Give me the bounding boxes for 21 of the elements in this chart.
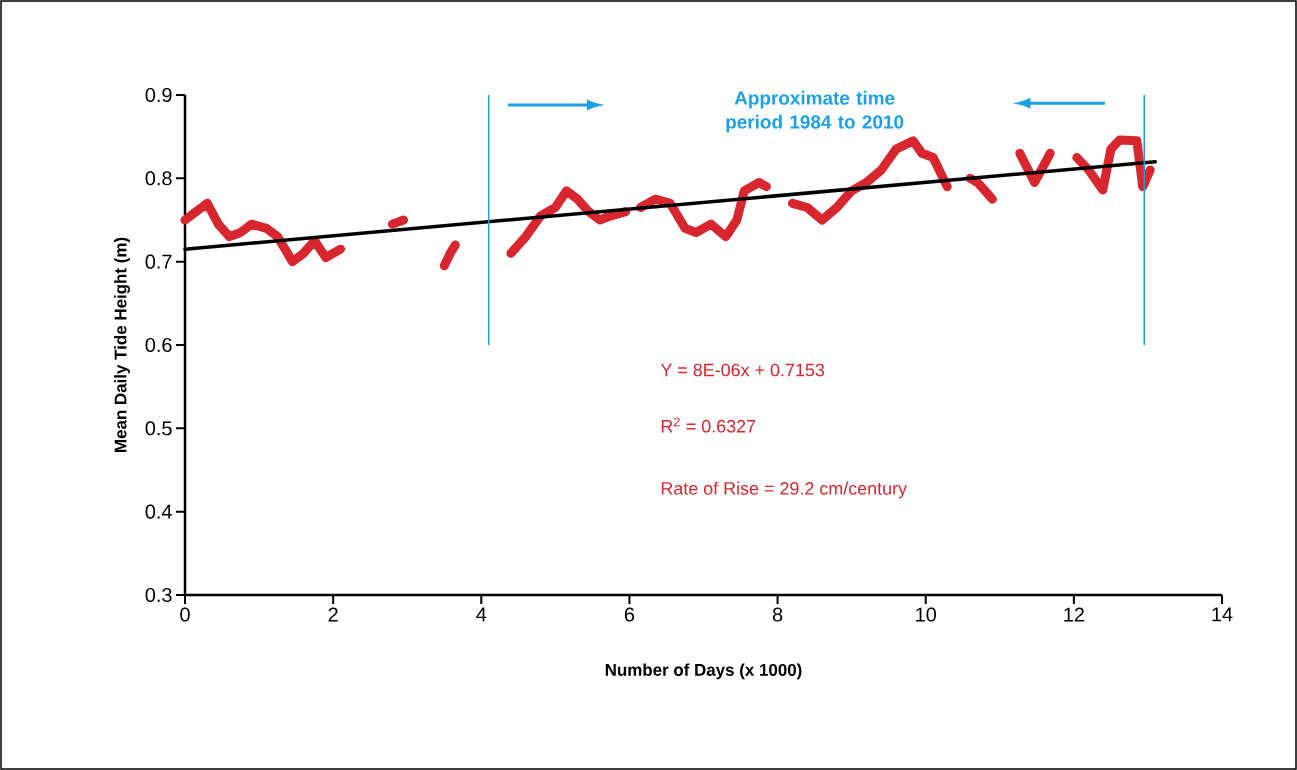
- x-tick-label: 4: [476, 607, 487, 622]
- x-tick-label: 8: [772, 607, 783, 622]
- y-tick-label: 0.3: [145, 587, 172, 603]
- y-tick-label: 0.8: [145, 171, 172, 186]
- y-tick-label: 0.5: [145, 421, 172, 436]
- y-tick-label: 0.4: [145, 504, 172, 519]
- y-tick-label: 0.9: [145, 87, 172, 103]
- annotation: R$^{2}$ = 0.6327: [661, 417, 756, 433]
- x-tick-label: 2: [328, 607, 338, 622]
- annotation: Y = 8E-06x + 0.7153: [660, 363, 825, 377]
- y-tick-label: 0.6: [145, 337, 172, 353]
- x-tick-label: 12: [1064, 607, 1084, 622]
- x-axis-title: Number of Days (x 1000): [605, 663, 802, 680]
- y-axis-title: Mean Daily Tide Height (m): [114, 237, 130, 452]
- y-tick-label: 0.7: [145, 254, 172, 269]
- annotation: Rate of Rise = 29.2 cm/century: [661, 481, 907, 499]
- annotation: Approximate time period 1984 to 2010: [726, 90, 904, 133]
- x-tick-label: 14: [1212, 607, 1233, 622]
- x-tick-label: 6: [624, 607, 635, 622]
- x-tick-label: 10: [916, 607, 937, 622]
- x-tick-label: 0: [180, 607, 190, 622]
